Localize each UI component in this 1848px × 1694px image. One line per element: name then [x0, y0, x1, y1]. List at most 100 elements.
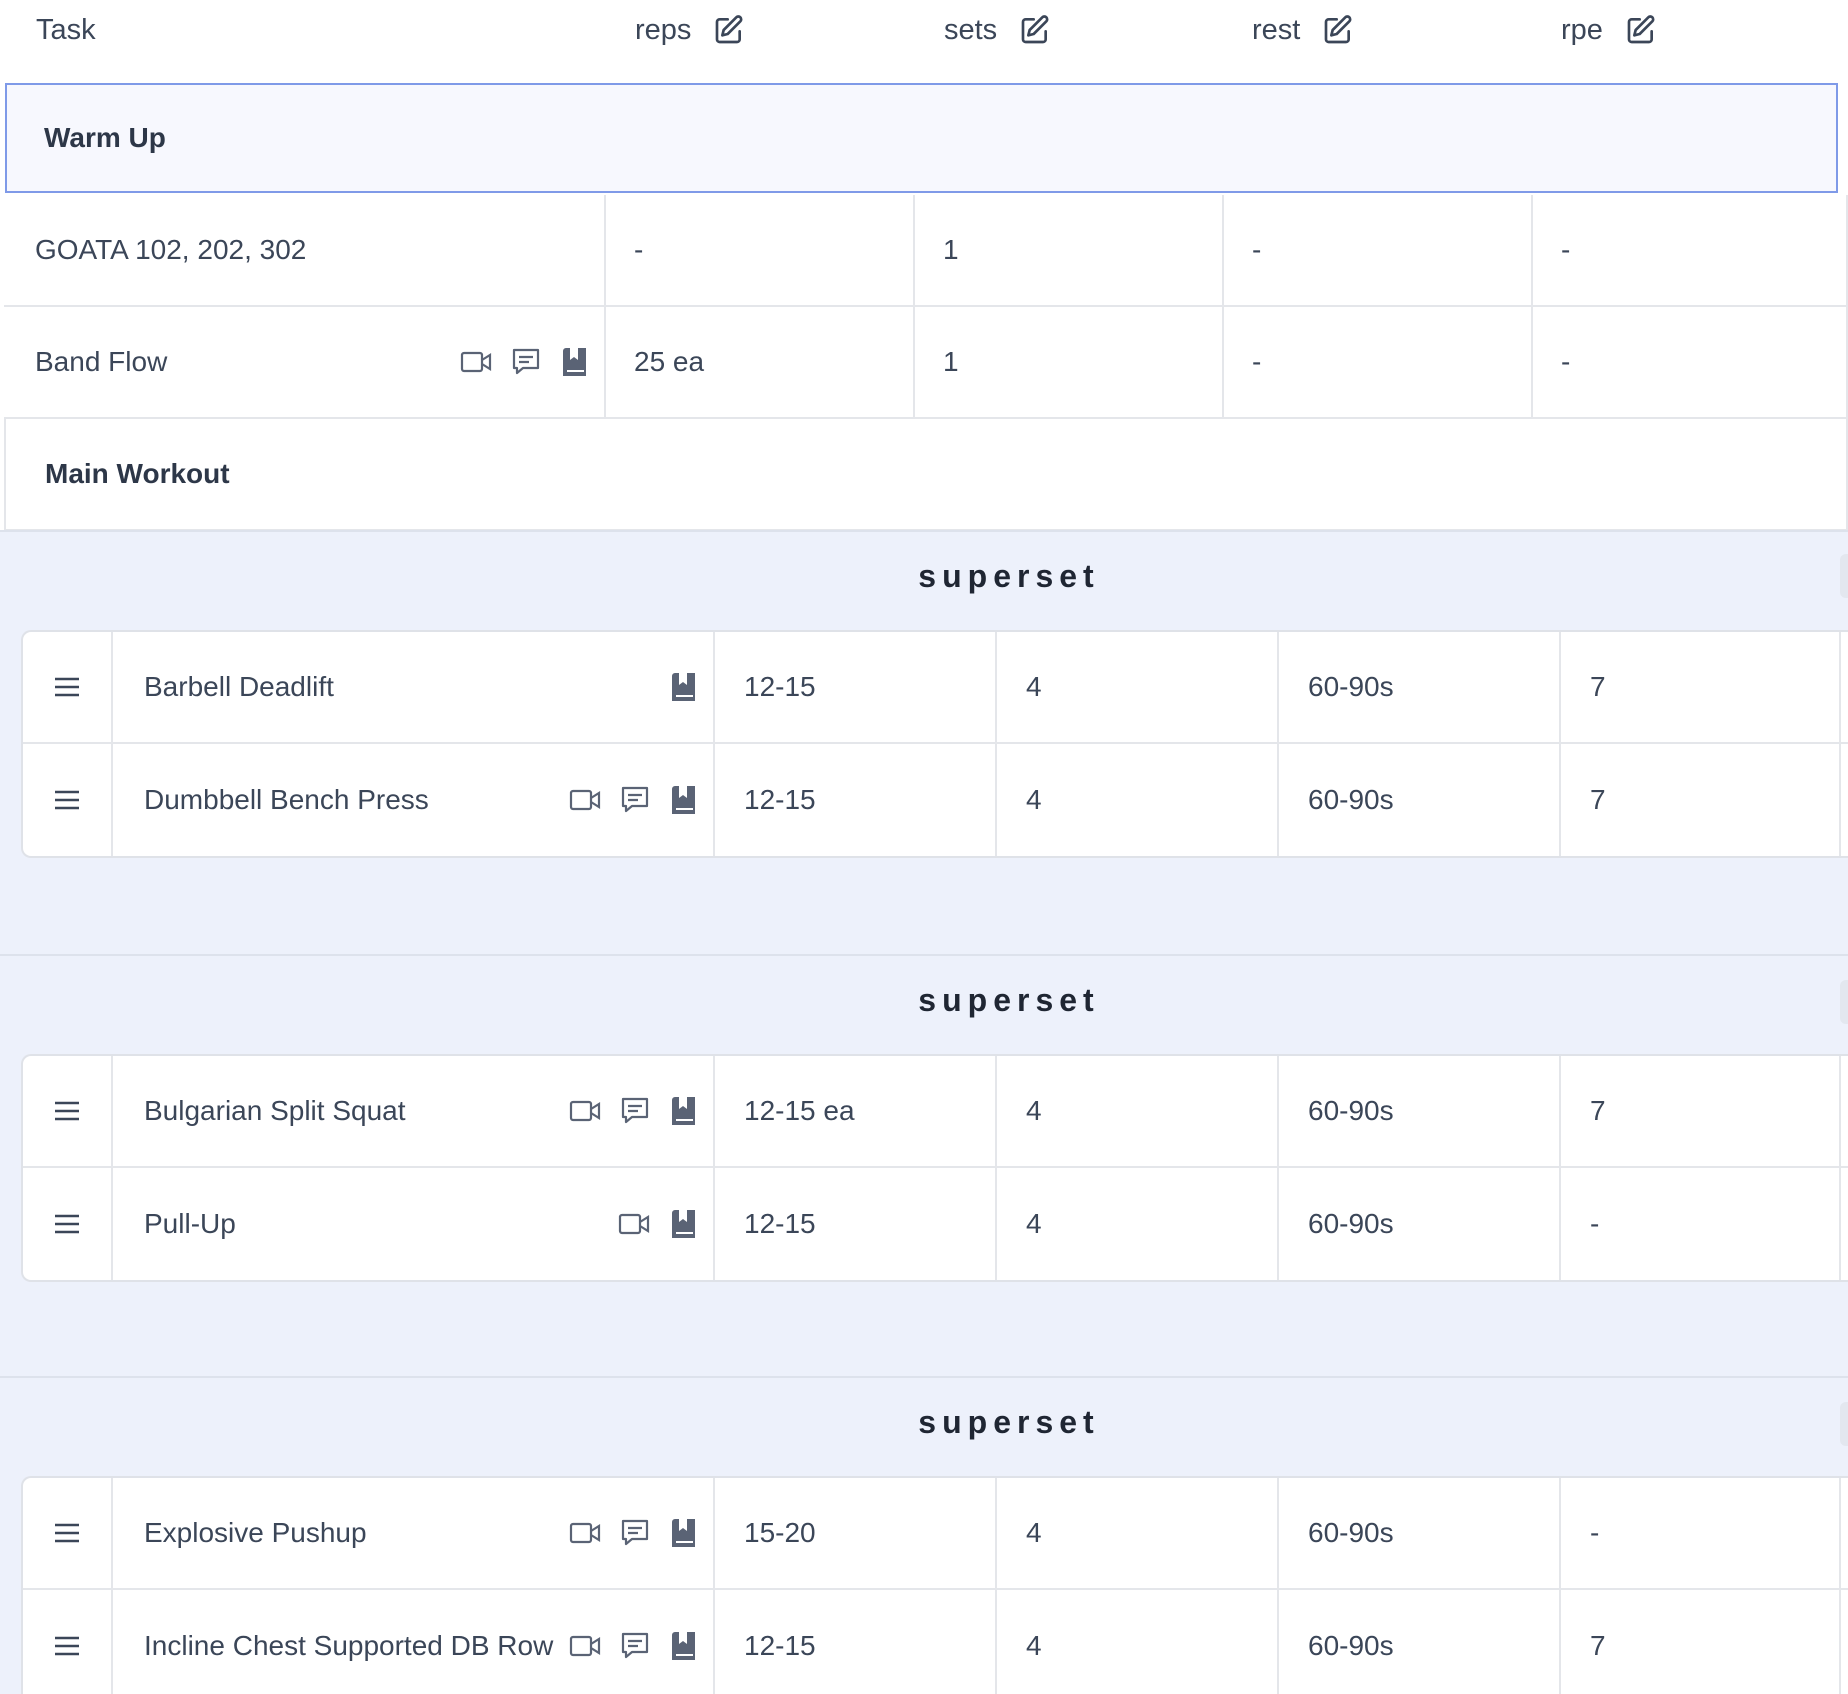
rpe-cell[interactable]: 7 [1559, 744, 1841, 856]
book-icon[interactable] [669, 1518, 697, 1548]
rpe-cell[interactable]: 7 [1559, 1590, 1841, 1694]
drag-handle-icon[interactable] [23, 632, 113, 742]
rpe-cell[interactable]: - [1559, 1478, 1841, 1588]
column-header-reps: reps [635, 12, 745, 48]
table-row[interactable]: Pull-Up 12-15 4 60-90s - [23, 1168, 1848, 1280]
reps-cell[interactable]: - [604, 195, 913, 305]
column-header-sets-label: sets [944, 13, 998, 46]
rest-cell[interactable]: - [1222, 195, 1531, 305]
table-row[interactable]: Incline Chest Supported DB Row 12-15 4 6… [23, 1590, 1848, 1694]
reps-cell[interactable]: 12-15 [713, 1590, 995, 1694]
task-name: Barbell Deadlift [144, 671, 334, 702]
rest-value: 60-90s [1308, 1517, 1394, 1548]
task-cell[interactable]: GOATA 102, 202, 302 [4, 195, 604, 305]
column-header-reps-label: reps [635, 13, 692, 46]
sets-value: 4 [1026, 1517, 1042, 1548]
superset-block: superset Explosive Pushup 15-20 4 60-90s… [0, 1376, 1848, 1694]
edit-rpe-icon[interactable] [1625, 14, 1657, 46]
table-row[interactable]: Explosive Pushup 15-20 4 60-90s - [23, 1478, 1848, 1590]
table-row[interactable]: Band Flow 25 ea 1 - - [4, 307, 1848, 419]
video-icon[interactable] [618, 1211, 650, 1237]
rpe-cell[interactable]: 7 [1559, 1056, 1841, 1166]
book-icon[interactable] [669, 785, 697, 815]
rest-cell[interactable]: 60-90s [1277, 1478, 1559, 1588]
task-cell[interactable]: Pull-Up [113, 1168, 713, 1280]
comment-icon[interactable] [620, 785, 650, 815]
reps-value: 15-20 [744, 1517, 816, 1548]
reps-cell[interactable]: 12-15 [713, 1168, 995, 1280]
rpe-cell[interactable]: - [1531, 195, 1848, 305]
drag-handle-icon[interactable] [23, 1168, 113, 1280]
task-name: Incline Chest Supported DB Row [144, 1630, 554, 1661]
comment-icon[interactable] [620, 1518, 650, 1548]
reps-cell[interactable]: 25 ea [604, 307, 913, 417]
sets-value: 4 [1026, 1208, 1042, 1239]
rest-cell[interactable]: 60-90s [1277, 1168, 1559, 1280]
video-icon[interactable] [569, 787, 601, 813]
rpe-value: - [1561, 346, 1571, 377]
reps-cell[interactable]: 12-15 [713, 632, 995, 742]
rest-cell[interactable]: - [1222, 307, 1531, 417]
superset-card: Bulgarian Split Squat 12-15 ea 4 60-90s … [21, 1054, 1848, 1282]
comment-icon[interactable] [620, 1631, 650, 1661]
book-icon[interactable] [669, 1631, 697, 1661]
sets-cell[interactable]: 4 [995, 632, 1277, 742]
task-cell[interactable]: Bulgarian Split Squat [113, 1056, 713, 1166]
rest-cell[interactable]: 60-90s [1277, 1056, 1559, 1166]
book-icon[interactable] [669, 1209, 697, 1239]
reps-cell[interactable]: 12-15 ea [713, 1056, 995, 1166]
drag-handle-icon[interactable] [23, 1590, 113, 1694]
sets-cell[interactable]: 4 [995, 1478, 1277, 1588]
video-icon[interactable] [569, 1633, 601, 1659]
section-main-workout[interactable]: Main Workout [4, 419, 1848, 531]
comment-icon[interactable] [620, 1096, 650, 1126]
sets-cell[interactable]: 4 [995, 1056, 1277, 1166]
rpe-cell[interactable]: 7 [1559, 632, 1841, 742]
edit-rest-icon[interactable] [1322, 14, 1354, 46]
table-row[interactable]: GOATA 102, 202, 302 - 1 - - [4, 195, 1848, 307]
edit-reps-icon[interactable] [713, 14, 745, 46]
task-cell[interactable]: Band Flow [4, 307, 604, 417]
sets-value: 4 [1026, 1095, 1042, 1126]
column-header-sets: sets [944, 12, 1051, 48]
column-header-rest: rest [1252, 12, 1354, 48]
video-icon[interactable] [569, 1098, 601, 1124]
rpe-value: 7 [1590, 1630, 1606, 1661]
superset-menu-tab[interactable] [1840, 1402, 1848, 1446]
edit-sets-icon[interactable] [1019, 14, 1051, 46]
superset-card: Barbell Deadlift 12-15 4 60-90s 7 Dumbbe… [21, 630, 1848, 858]
table-row[interactable]: Barbell Deadlift 12-15 4 60-90s 7 [23, 632, 1848, 744]
reps-cell[interactable]: 12-15 [713, 744, 995, 856]
comment-icon[interactable] [511, 347, 541, 377]
rest-cell[interactable]: 60-90s [1277, 1590, 1559, 1694]
task-cell[interactable]: Barbell Deadlift [113, 632, 713, 742]
sets-cell[interactable]: 1 [913, 307, 1222, 417]
video-icon[interactable] [569, 1520, 601, 1546]
table-row[interactable]: Dumbbell Bench Press 12-15 4 60-90s 7 [23, 744, 1848, 856]
sets-cell[interactable]: 4 [995, 1168, 1277, 1280]
table-header: Task reps sets rest rpe [0, 0, 1848, 82]
reps-cell[interactable]: 15-20 [713, 1478, 995, 1588]
rest-cell[interactable]: 60-90s [1277, 744, 1559, 856]
sets-cell[interactable]: 1 [913, 195, 1222, 305]
book-icon[interactable] [669, 1096, 697, 1126]
drag-handle-icon[interactable] [23, 1478, 113, 1588]
book-icon[interactable] [669, 672, 697, 702]
table-row[interactable]: Bulgarian Split Squat 12-15 ea 4 60-90s … [23, 1056, 1848, 1168]
section-warm-up[interactable]: Warm Up [5, 83, 1838, 193]
sets-value: 4 [1026, 1630, 1042, 1661]
video-icon[interactable] [460, 349, 492, 375]
rpe-cell[interactable]: - [1531, 307, 1848, 417]
rest-cell[interactable]: 60-90s [1277, 632, 1559, 742]
superset-menu-tab[interactable] [1840, 554, 1848, 598]
drag-handle-icon[interactable] [23, 744, 113, 856]
sets-cell[interactable]: 4 [995, 744, 1277, 856]
drag-handle-icon[interactable] [23, 1056, 113, 1166]
task-cell[interactable]: Explosive Pushup [113, 1478, 713, 1588]
task-cell[interactable]: Dumbbell Bench Press [113, 744, 713, 856]
task-cell[interactable]: Incline Chest Supported DB Row [113, 1590, 713, 1694]
superset-menu-tab[interactable] [1840, 980, 1848, 1024]
sets-cell[interactable]: 4 [995, 1590, 1277, 1694]
book-icon[interactable] [560, 347, 588, 377]
rpe-cell[interactable]: - [1559, 1168, 1841, 1280]
